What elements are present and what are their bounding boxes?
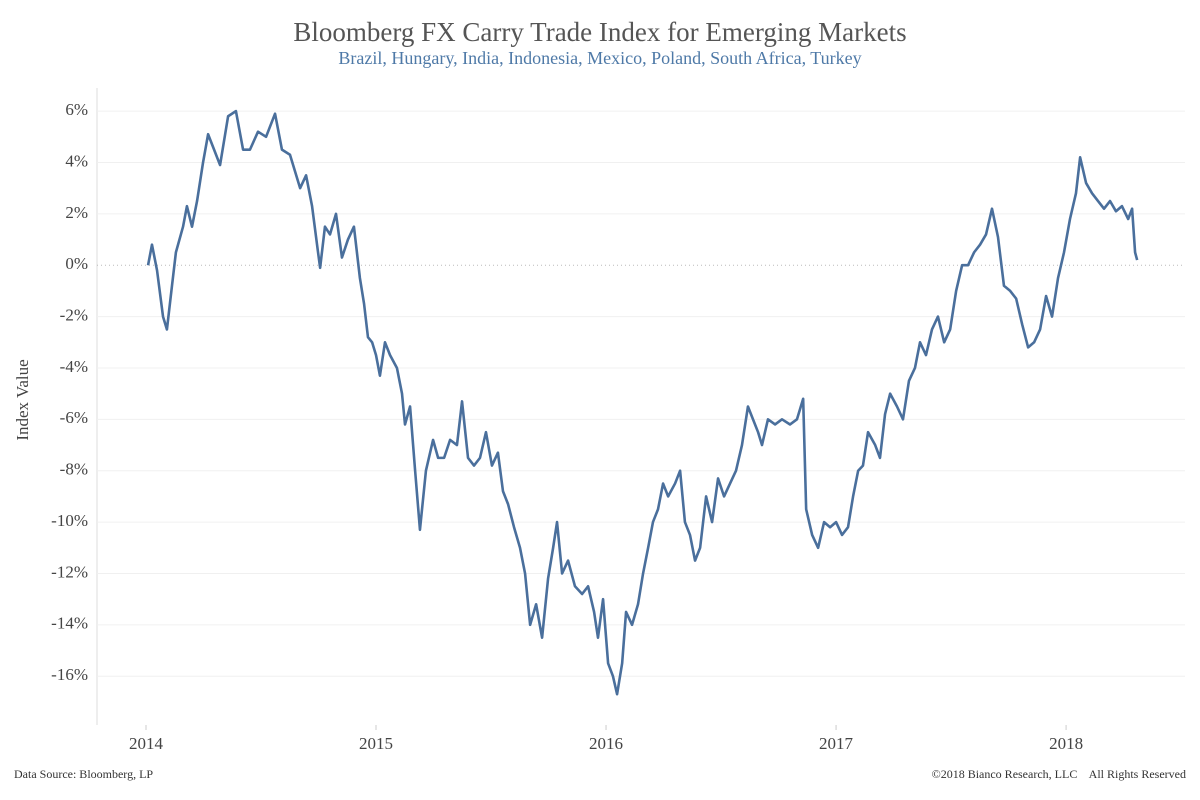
y-tick-label: 2% — [65, 203, 88, 222]
y-tick-label: -4% — [60, 357, 88, 376]
y-tick-label: -10% — [51, 511, 88, 530]
y-tick-label: -6% — [60, 408, 88, 427]
y-tick-label: -8% — [60, 460, 88, 479]
y-tick-label: -2% — [60, 306, 88, 325]
x-tick-label: 2014 — [129, 734, 164, 753]
y-tick-label: 6% — [65, 100, 88, 119]
y-tick-label: 4% — [65, 151, 88, 170]
data-line — [146, 109, 1139, 696]
copyright-note: ©2018 Bianco Research, LLC All Rights Re… — [932, 767, 1186, 781]
y-tick-label: -12% — [51, 562, 88, 581]
source-note: Data Source: Bloomberg, LP — [14, 767, 153, 781]
x-tick-label: 2018 — [1049, 734, 1083, 753]
y-axis-label: Index Value — [13, 359, 32, 440]
x-tick-label: 2015 — [359, 734, 393, 753]
chart-title: Bloomberg FX Carry Trade Index for Emerg… — [293, 17, 906, 47]
x-tick-label: 2016 — [589, 734, 623, 753]
y-tick-label: 0% — [65, 254, 88, 273]
x-tick-label: 2017 — [819, 734, 854, 753]
y-tick-label: -16% — [51, 665, 88, 684]
chart-subtitle: Brazil, Hungary, India, Indonesia, Mexic… — [338, 48, 861, 68]
y-tick-label: -14% — [51, 614, 88, 633]
